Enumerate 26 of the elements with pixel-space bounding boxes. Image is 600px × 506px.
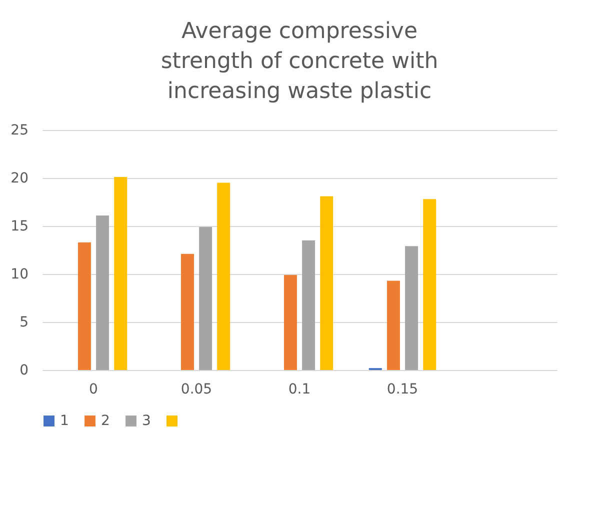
bar (180, 254, 194, 370)
x-tick-label: 0.05 (180, 382, 212, 398)
bar (405, 246, 418, 370)
x-tick-label: 0 (89, 382, 98, 398)
legend-label: 3 (142, 413, 151, 429)
legend-label: 2 (101, 413, 110, 429)
legend-label: 1 (60, 413, 69, 429)
bar (284, 274, 297, 370)
bar (320, 196, 334, 370)
bar (302, 240, 316, 370)
x-tick-label: 0.1 (288, 382, 311, 398)
x-tick-label: 0.15 (386, 382, 418, 398)
bar (114, 177, 128, 370)
y-tick-label: 0 (20, 362, 28, 378)
bar (96, 215, 110, 370)
y-tick-label: 25 (10, 122, 28, 138)
y-tick-label: 10 (10, 266, 28, 282)
bar (199, 226, 212, 370)
chart-title: Average compressive strength of concrete with increasing waste plastic (160, 19, 438, 104)
bar (423, 199, 436, 370)
bar (78, 242, 91, 370)
bar (386, 280, 400, 370)
y-tick-label: 15 (10, 218, 28, 234)
y-tick-label: 5 (20, 314, 28, 330)
bar (217, 182, 230, 370)
y-tick-label: 20 (10, 170, 28, 186)
